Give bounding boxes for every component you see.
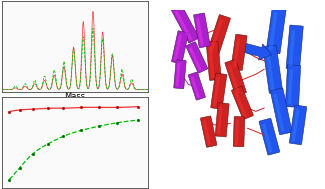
FancyBboxPatch shape bbox=[266, 7, 286, 54]
FancyBboxPatch shape bbox=[188, 72, 205, 100]
FancyBboxPatch shape bbox=[289, 30, 295, 66]
FancyBboxPatch shape bbox=[190, 76, 200, 98]
FancyBboxPatch shape bbox=[262, 124, 273, 153]
FancyBboxPatch shape bbox=[235, 120, 239, 145]
FancyBboxPatch shape bbox=[215, 103, 229, 137]
FancyBboxPatch shape bbox=[233, 38, 240, 67]
FancyBboxPatch shape bbox=[176, 63, 180, 87]
FancyBboxPatch shape bbox=[234, 92, 247, 117]
FancyBboxPatch shape bbox=[194, 13, 210, 48]
FancyBboxPatch shape bbox=[259, 118, 280, 155]
Y-axis label: HDX Level: HDX Level bbox=[0, 123, 1, 162]
FancyBboxPatch shape bbox=[263, 45, 283, 93]
FancyBboxPatch shape bbox=[175, 11, 192, 40]
X-axis label: Mass: Mass bbox=[64, 92, 85, 101]
FancyBboxPatch shape bbox=[186, 42, 208, 73]
FancyBboxPatch shape bbox=[273, 94, 284, 132]
FancyBboxPatch shape bbox=[225, 59, 246, 96]
FancyBboxPatch shape bbox=[174, 60, 186, 89]
FancyBboxPatch shape bbox=[208, 46, 215, 78]
FancyBboxPatch shape bbox=[288, 69, 293, 105]
FancyBboxPatch shape bbox=[231, 86, 253, 120]
FancyBboxPatch shape bbox=[228, 65, 240, 94]
FancyBboxPatch shape bbox=[269, 12, 278, 50]
FancyBboxPatch shape bbox=[285, 65, 301, 107]
FancyBboxPatch shape bbox=[231, 34, 247, 70]
FancyBboxPatch shape bbox=[289, 105, 307, 145]
FancyBboxPatch shape bbox=[270, 88, 292, 135]
FancyBboxPatch shape bbox=[217, 106, 223, 134]
FancyBboxPatch shape bbox=[172, 31, 188, 64]
FancyBboxPatch shape bbox=[213, 77, 220, 106]
FancyBboxPatch shape bbox=[189, 47, 202, 71]
FancyBboxPatch shape bbox=[211, 73, 227, 109]
FancyArrow shape bbox=[241, 43, 271, 60]
FancyBboxPatch shape bbox=[206, 41, 221, 80]
FancyBboxPatch shape bbox=[207, 15, 230, 56]
FancyBboxPatch shape bbox=[210, 19, 223, 52]
FancyBboxPatch shape bbox=[174, 34, 182, 61]
FancyBboxPatch shape bbox=[292, 109, 299, 142]
FancyBboxPatch shape bbox=[171, 4, 199, 43]
FancyBboxPatch shape bbox=[201, 116, 217, 147]
Y-axis label: ESI-MS Intensity: ESI-MS Intensity bbox=[0, 15, 1, 77]
FancyBboxPatch shape bbox=[266, 51, 275, 90]
FancyBboxPatch shape bbox=[203, 120, 211, 145]
FancyBboxPatch shape bbox=[286, 25, 303, 70]
FancyBboxPatch shape bbox=[233, 116, 245, 147]
FancyBboxPatch shape bbox=[196, 18, 204, 46]
